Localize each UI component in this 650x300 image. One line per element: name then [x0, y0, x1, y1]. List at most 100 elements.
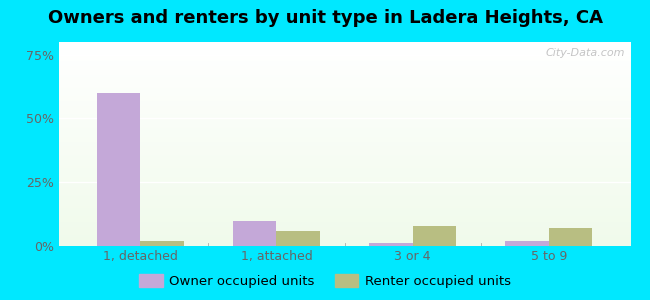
Bar [58, 82, 630, 83]
Bar [58, 130, 630, 131]
Bar [233, 220, 276, 246]
Bar [58, 103, 630, 104]
Bar [58, 104, 630, 105]
Bar [58, 185, 630, 186]
Bar [58, 119, 630, 121]
Bar [58, 139, 630, 140]
Bar [58, 136, 630, 137]
Bar [58, 112, 630, 113]
Bar [58, 170, 630, 172]
Bar [58, 97, 630, 98]
Bar [58, 90, 630, 91]
Bar [58, 105, 630, 106]
Bar [58, 134, 630, 135]
Bar [58, 242, 630, 243]
Bar [58, 68, 630, 70]
Bar [58, 137, 630, 138]
Bar [58, 206, 630, 207]
Bar [58, 60, 630, 62]
Bar [58, 48, 630, 49]
Bar [58, 209, 630, 210]
Bar [58, 186, 630, 187]
Bar [58, 78, 630, 79]
Text: Owners and renters by unit type in Ladera Heights, CA: Owners and renters by unit type in Lader… [47, 9, 603, 27]
Bar [58, 179, 630, 180]
Bar [58, 81, 630, 82]
Bar [58, 87, 630, 88]
Bar [58, 144, 630, 145]
Bar [58, 243, 630, 244]
Bar [58, 80, 630, 81]
Bar [58, 58, 630, 59]
Bar [58, 76, 630, 77]
Bar [58, 202, 630, 203]
Bar [58, 236, 630, 237]
Bar [58, 210, 630, 211]
Bar [58, 214, 630, 215]
Bar [58, 138, 630, 139]
Bar [58, 53, 630, 54]
Bar [58, 52, 630, 53]
Bar [58, 42, 630, 43]
Bar [58, 198, 630, 199]
Bar [58, 152, 630, 153]
Bar [58, 141, 630, 142]
Bar [58, 149, 630, 150]
Bar [58, 235, 630, 236]
Bar [58, 241, 630, 242]
Bar [58, 126, 630, 127]
Bar [58, 175, 630, 176]
Bar [58, 167, 630, 169]
Bar [58, 238, 630, 239]
Bar [58, 150, 630, 151]
Bar [58, 109, 630, 110]
Bar [58, 213, 630, 214]
Bar [58, 118, 630, 119]
Bar [58, 62, 630, 63]
Bar [58, 63, 630, 64]
Bar [413, 226, 456, 246]
Bar [58, 50, 630, 51]
Bar [58, 188, 630, 189]
Bar [58, 153, 630, 154]
Bar [58, 74, 630, 75]
Bar [58, 155, 630, 156]
Bar [58, 192, 630, 193]
Bar [58, 208, 630, 209]
Bar [58, 174, 630, 175]
Bar [58, 128, 630, 129]
Bar [58, 196, 630, 197]
Bar [505, 241, 549, 246]
Bar [58, 114, 630, 116]
Bar [58, 46, 630, 47]
Bar [58, 195, 630, 196]
Bar [58, 98, 630, 99]
Bar [58, 89, 630, 90]
Bar [58, 244, 630, 245]
Bar [58, 207, 630, 208]
Bar [58, 96, 630, 97]
Bar [58, 189, 630, 190]
Bar [58, 191, 630, 192]
Bar [58, 204, 630, 205]
Bar [58, 232, 630, 233]
Bar [58, 159, 630, 160]
Bar [58, 132, 630, 133]
Bar [58, 56, 630, 57]
Bar [58, 230, 630, 231]
Bar [58, 245, 630, 246]
Bar [58, 75, 630, 76]
Bar [58, 91, 630, 92]
Bar [58, 160, 630, 161]
Bar [58, 88, 630, 89]
Bar [58, 72, 630, 73]
Bar [369, 244, 413, 246]
Bar [58, 193, 630, 194]
Bar [58, 161, 630, 162]
Bar [58, 121, 630, 122]
Bar [58, 70, 630, 72]
Bar [58, 108, 630, 109]
Bar [58, 156, 630, 157]
Bar [58, 190, 630, 191]
Bar [58, 224, 630, 225]
